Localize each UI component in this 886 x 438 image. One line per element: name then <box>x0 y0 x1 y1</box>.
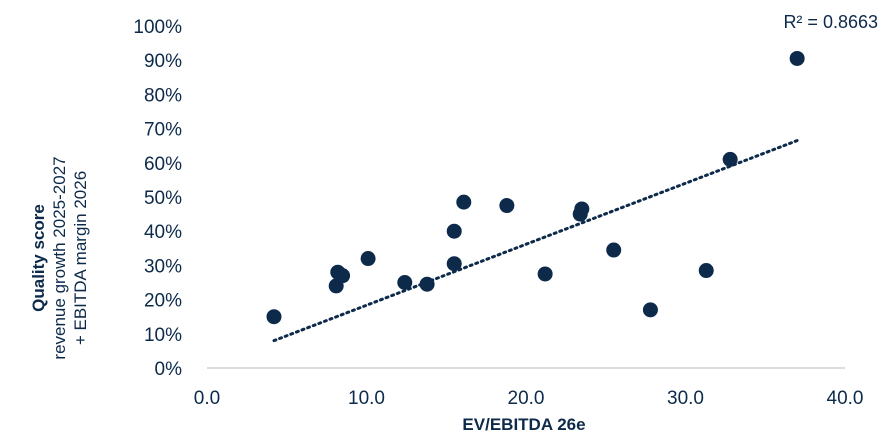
x-tick-label: 30.0 <box>667 388 704 409</box>
data-point <box>419 276 435 292</box>
y-axis-title: Quality score <box>29 204 48 312</box>
y-tick-label: 70% <box>144 120 182 141</box>
data-point <box>698 263 714 279</box>
y-tick-label: 0% <box>155 359 183 380</box>
data-point <box>606 242 622 258</box>
data-point <box>456 194 472 210</box>
data-point <box>574 201 590 217</box>
data-point <box>642 302 658 318</box>
data-points <box>266 50 805 325</box>
y-axis-title-line-2: revenue growth 2025-2027 <box>50 156 69 359</box>
y-tick-label: 10% <box>144 325 182 346</box>
r-squared-annotation: R² = 0.8663 <box>783 12 878 32</box>
y-axis-title-line-3: + EBITDA margin 2026 <box>71 171 90 345</box>
x-axis-ticks: 0.0 10.0 20.0 30.0 40.0 <box>194 388 864 409</box>
x-axis-title: EV/EBITDA 26e <box>462 415 585 434</box>
x-tick-label: 40.0 <box>827 388 864 409</box>
y-axis-ticks: 0% 10% 20% 30% 40% 50% 60% 70% 80% 90% 100% <box>133 17 182 380</box>
y-axis-title-line-1: Quality score <box>29 204 48 312</box>
y-tick-label: 30% <box>144 256 182 277</box>
data-point <box>446 256 462 272</box>
data-point <box>266 309 282 325</box>
y-tick-label: 50% <box>144 188 182 209</box>
x-tick-label: 20.0 <box>508 388 545 409</box>
data-point <box>722 151 738 167</box>
data-point <box>360 251 376 267</box>
x-tick-label: 0.0 <box>194 388 220 409</box>
data-point <box>335 268 351 284</box>
x-tick-label: 10.0 <box>348 388 385 409</box>
data-point <box>397 275 413 290</box>
data-point <box>499 198 515 214</box>
data-point <box>537 266 553 282</box>
trendline <box>272 139 799 343</box>
data-point <box>446 223 462 239</box>
y-tick-label: 40% <box>144 222 182 243</box>
y-tick-label: 100% <box>133 17 182 38</box>
y-tick-label: 80% <box>144 85 182 106</box>
y-tick-label: 60% <box>144 154 182 175</box>
data-point <box>789 50 805 66</box>
y-tick-label: 90% <box>144 51 182 72</box>
y-tick-label: 20% <box>144 291 182 312</box>
